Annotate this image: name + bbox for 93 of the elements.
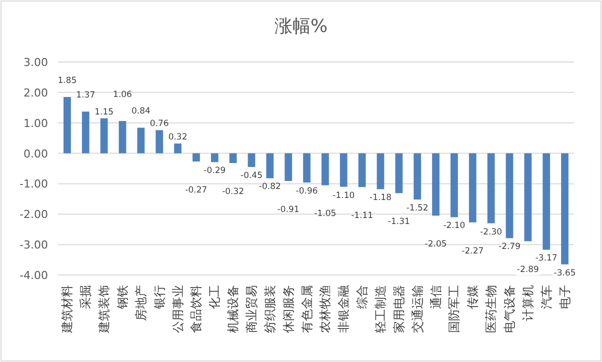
data-label: -2.30	[480, 227, 502, 238]
y-tick-label: -3.00	[20, 238, 48, 252]
bar	[414, 153, 422, 200]
data-label: -2.79	[498, 242, 520, 252]
data-label: -2.10	[443, 221, 466, 232]
x-tick-label: 通信	[428, 285, 443, 309]
x-tick-label: 电气设备	[502, 285, 516, 333]
bar	[156, 130, 164, 154]
bar	[340, 153, 348, 187]
data-label: -0.29	[204, 166, 226, 176]
x-tick-label: 化工	[208, 285, 222, 309]
y-tick-label: -2.00	[20, 208, 48, 222]
y-tick-label: 2.00	[24, 86, 48, 100]
data-label: -1.10	[332, 190, 355, 201]
chart-title: 涨幅%	[274, 16, 328, 37]
x-tick-label: 商业贸易	[244, 285, 258, 333]
y-tick-label: -1.00	[20, 178, 48, 191]
bar	[506, 153, 514, 238]
data-label: 1.15	[94, 107, 114, 118]
bar	[542, 153, 550, 250]
data-label: 1.85	[58, 76, 77, 86]
bar	[266, 153, 274, 178]
data-label: -2.05	[424, 240, 447, 250]
data-label: -0.82	[258, 182, 281, 192]
data-label: 0.76	[150, 119, 169, 130]
data-label: -1.05	[314, 209, 336, 220]
data-label: -1.11	[351, 211, 374, 222]
bar	[432, 153, 440, 216]
data-label: -3.17	[535, 254, 558, 264]
y-tick-label: 3.00	[24, 56, 48, 69]
bar	[487, 153, 495, 224]
x-tick-label: 采掘	[78, 285, 93, 309]
bar	[561, 153, 568, 264]
data-label: -1.31	[388, 217, 410, 228]
data-label: -1.18	[370, 193, 392, 204]
bar	[82, 112, 90, 154]
y-tick-label: 1.00	[24, 116, 48, 130]
data-label: -1.52	[406, 204, 428, 214]
x-tick-label: 综合	[355, 285, 370, 309]
bar	[174, 144, 182, 154]
x-tick-label: 有色金属	[300, 285, 314, 333]
data-label: -0.27	[185, 186, 208, 196]
x-tick-label: 建筑装饰	[97, 285, 112, 334]
x-tick-label: 农林牧渔	[318, 285, 332, 333]
data-label: -0.91	[277, 204, 300, 215]
bar	[192, 153, 200, 162]
data-label: 1.37	[76, 90, 96, 101]
x-tick-label: 汽车	[539, 285, 554, 309]
x-tick-label: 传媒	[466, 285, 480, 309]
x-tick-label: 轻工制造	[374, 285, 388, 333]
data-label: -0.32	[222, 187, 244, 198]
data-label: 1.06	[113, 90, 132, 100]
bar	[118, 121, 126, 154]
y-tick-label: 0.00	[24, 147, 48, 160]
x-tick-label: 计算机	[520, 285, 535, 321]
bar	[376, 153, 384, 190]
bar	[303, 153, 310, 182]
bar	[450, 153, 458, 218]
y-tick-label: -4.00	[20, 269, 48, 282]
x-tick-label: 交通运输	[410, 285, 424, 333]
x-tick-label: 建筑材料	[60, 285, 74, 334]
x-tick-label: 食品饮料	[189, 285, 204, 333]
bar	[248, 153, 256, 167]
x-tick-label: 医药生物	[484, 285, 498, 333]
bar	[229, 153, 237, 164]
bar	[210, 153, 218, 162]
x-tick-label: 机械设备	[226, 285, 240, 333]
x-tick-label: 公用事业	[170, 285, 185, 333]
bar	[64, 96, 71, 154]
x-tick-label: 钢铁	[116, 285, 130, 310]
bar	[468, 153, 476, 222]
x-tick-label: 非银金融	[336, 285, 351, 333]
x-tick-label: 国防军工	[447, 285, 462, 333]
data-label: -2.27	[462, 246, 484, 256]
bar	[395, 153, 403, 194]
bar	[358, 153, 366, 188]
bar	[100, 118, 108, 154]
bar	[322, 153, 329, 186]
x-tick-label: 纺织服装	[262, 285, 277, 333]
data-label: -3.65	[554, 268, 576, 278]
bar	[284, 153, 292, 181]
x-tick-label: 休闲服务	[281, 285, 296, 333]
x-tick-label: 银行	[152, 285, 166, 310]
data-label: -0.45	[240, 170, 262, 181]
data-label: 0.32	[168, 132, 188, 143]
x-tick-label: 电子	[558, 285, 572, 309]
x-tick-label: 房地产	[134, 285, 148, 321]
bar	[137, 128, 145, 154]
data-label: -2.89	[516, 265, 539, 276]
data-label: 0.84	[131, 106, 150, 117]
bar	[524, 153, 532, 242]
x-tick-label: 家用电器	[392, 285, 406, 333]
data-label: -0.96	[296, 186, 318, 196]
